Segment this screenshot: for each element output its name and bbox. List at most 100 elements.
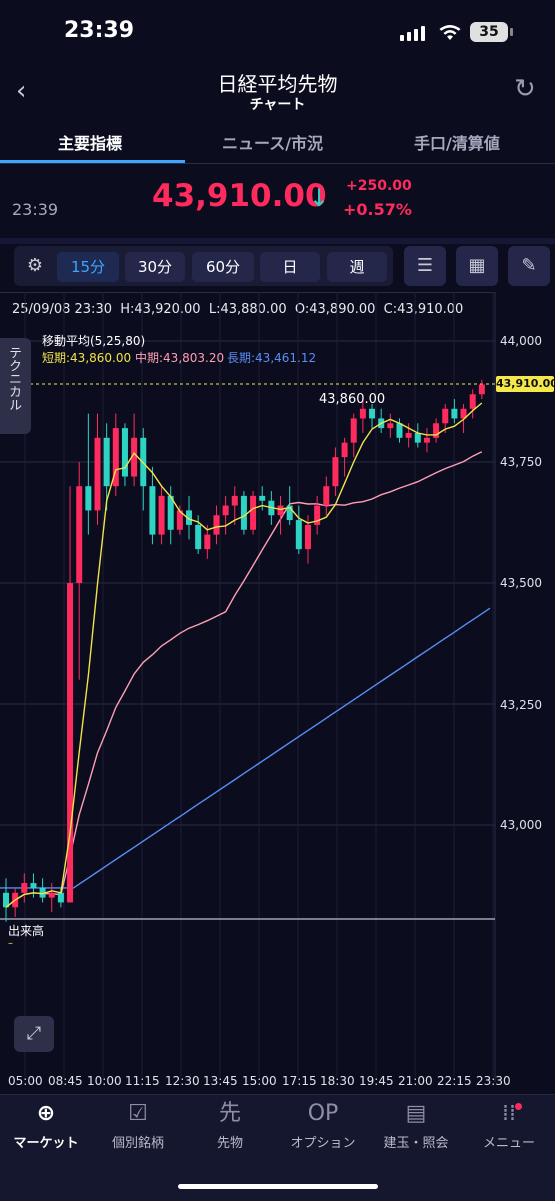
ma-short-value: 短期:43,860.00 <box>42 351 132 365</box>
candle-body <box>3 892 9 908</box>
section-divider <box>0 238 555 244</box>
candle-body <box>85 486 92 511</box>
candle-body <box>414 432 421 443</box>
candle-body <box>94 437 101 511</box>
interval-60min-button[interactable]: 60分 <box>192 252 254 282</box>
candle-body <box>48 892 55 898</box>
globe-icon: ⊕ <box>36 1101 56 1126</box>
nav-stocks[interactable]: ☑ 個別銘柄 <box>92 1100 184 1151</box>
nav-options[interactable]: OP オプション <box>277 1100 369 1151</box>
nav-positions[interactable]: ▤ 建玉・照会 <box>370 1100 462 1151</box>
nav-label: メニュー <box>482 1136 535 1151</box>
price-change: +250.00 <box>346 178 412 194</box>
candle-body <box>295 520 302 550</box>
grid-menu-icon: ⁞⁞ <box>502 1101 516 1126</box>
nav-label: 先物 <box>216 1136 243 1151</box>
volume-value: – <box>8 938 13 949</box>
bottom-navigation <box>0 1094 555 1201</box>
refresh-icon[interactable]: ↻ <box>514 74 536 104</box>
nav-label: オプション <box>290 1136 356 1151</box>
ma-title: 移動平均(5,25,80) <box>42 334 146 348</box>
technical-tab-label: テクニカル <box>6 346 21 411</box>
x-tick-label: 21:00 <box>398 1074 433 1088</box>
tab-main-indices[interactable]: 主要指標 <box>58 134 123 153</box>
interval-30min-button[interactable]: 30分 <box>125 252 185 282</box>
technical-tab[interactable] <box>0 338 31 434</box>
candle-body <box>259 495 266 501</box>
candle-body <box>186 510 193 525</box>
y-tick-label: 43,500 <box>500 576 542 590</box>
x-tick-label: 10:00 <box>87 1074 122 1088</box>
x-tick-label: 05:00 <box>8 1074 43 1088</box>
nav-label: 個別銘柄 <box>111 1136 164 1151</box>
nav-menu[interactable]: ⁞⁞ メニュー <box>463 1100 555 1151</box>
nav-futures[interactable]: 先 先物 <box>184 1100 276 1151</box>
candle-body <box>67 583 74 903</box>
candle-body <box>277 505 284 516</box>
y-tick-label: 43,000 <box>500 818 542 832</box>
candle-body <box>21 883 28 893</box>
candle-body <box>250 495 257 530</box>
wifi-icon <box>439 25 461 40</box>
candle-body <box>176 510 183 530</box>
candle-body <box>433 423 440 438</box>
x-tick-label: 18:30 <box>320 1074 355 1088</box>
x-tick-label: 12:30 <box>165 1074 200 1088</box>
futures-icon: 先 <box>218 1101 241 1126</box>
x-tick-label: 13:45 <box>203 1074 238 1088</box>
candle-body <box>314 505 321 525</box>
settings-gear-icon[interactable]: ⚙ <box>26 255 44 276</box>
candle-body <box>304 524 311 550</box>
y-tick-label: 43,250 <box>500 698 542 712</box>
chart-check-icon: ☑ <box>128 1101 148 1126</box>
y-tick-label: 44,000 <box>500 334 542 348</box>
expand-icon[interactable]: ⤢ <box>14 1016 54 1052</box>
candle-body <box>369 408 376 419</box>
candle-body <box>387 423 394 429</box>
candle-body <box>423 437 430 443</box>
candle-body <box>231 495 238 506</box>
draw-pen-icon[interactable]: ✎ <box>508 246 550 286</box>
candle-body <box>149 486 156 535</box>
x-tick-label: 23:30 <box>476 1074 511 1088</box>
candle-body <box>332 457 339 487</box>
bar-list-icon[interactable]: ☰ <box>404 246 446 286</box>
battery-tip <box>510 28 513 36</box>
tab-trades[interactable]: 手口/清算値 <box>414 134 500 153</box>
interval-15min-button[interactable]: 15分 <box>57 252 119 282</box>
nav-label: マーケット <box>13 1136 79 1151</box>
candle-body <box>112 428 119 487</box>
ohlc-readout: 25/09/08 23:30 H:43,920.00 L:43,880.00 O… <box>12 302 464 317</box>
candle-body <box>460 408 467 419</box>
candle-body <box>451 408 458 419</box>
peak-price-label: 43,860.00 <box>319 392 386 407</box>
x-tick-label: 19:45 <box>359 1074 394 1088</box>
x-tick-label: 15:00 <box>242 1074 277 1088</box>
candle-body <box>39 887 46 898</box>
candle-body <box>57 892 64 903</box>
candle-body <box>222 505 229 516</box>
x-tick-label: 08:45 <box>48 1074 83 1088</box>
arrow-down-icon: ↓ <box>309 184 330 212</box>
ma-long-value: 長期:43,461.12 <box>227 351 317 365</box>
page-title: 日経平均先物 <box>217 72 338 96</box>
candle-body <box>359 408 366 419</box>
candle-body <box>396 423 403 438</box>
interval-day-button[interactable]: 日 <box>260 252 320 282</box>
interval-week-button[interactable]: 週 <box>327 252 387 282</box>
nav-market[interactable]: ⊕ マーケット <box>0 1100 92 1151</box>
x-tick-label: 22:15 <box>437 1074 472 1088</box>
grid-layout-icon[interactable]: ▦ <box>456 246 498 286</box>
candle-body <box>30 883 37 888</box>
back-chevron-icon[interactable]: ‹ <box>16 76 27 106</box>
status-time: 23:39 <box>64 18 135 43</box>
volume-label: 出来高 <box>8 924 45 938</box>
signal-icon <box>400 26 425 41</box>
candle-body <box>350 418 357 443</box>
options-icon: OP <box>307 1101 339 1126</box>
x-tick-label: 17:15 <box>282 1074 317 1088</box>
candle-body <box>469 394 476 409</box>
candlestick-chart[interactable] <box>0 292 555 1092</box>
tab-news[interactable]: ニュース/市況 <box>222 134 324 153</box>
candle-body <box>131 437 138 477</box>
